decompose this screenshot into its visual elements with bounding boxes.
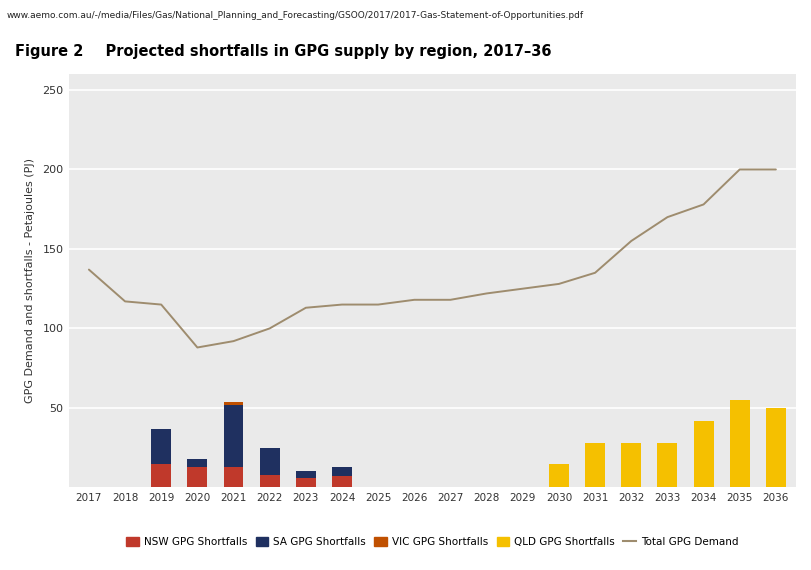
Bar [657, 443, 676, 487]
Bar [548, 463, 569, 487]
Bar [765, 408, 785, 487]
Bar [620, 443, 641, 487]
Text: www.aemo.com.au/-/media/Files/Gas/National_Planning_and_Forecasting/GSOO/2017/20: www.aemo.com.au/-/media/Files/Gas/Nation… [6, 11, 583, 20]
Bar [187, 467, 207, 487]
Bar [585, 443, 604, 487]
Bar [151, 463, 171, 487]
Bar [187, 459, 207, 467]
Y-axis label: GPG Demand and shortfalls - Petajoules (PJ): GPG Demand and shortfalls - Petajoules (… [25, 158, 36, 403]
Text: Figure 2: Figure 2 [15, 44, 83, 59]
Text: Projected shortfalls in GPG supply by region, 2017–36: Projected shortfalls in GPG supply by re… [85, 44, 551, 59]
Bar [260, 447, 279, 475]
Legend: NSW GPG Shortfalls, SA GPG Shortfalls, VIC GPG Shortfalls, QLD GPG Shortfalls, T: NSW GPG Shortfalls, SA GPG Shortfalls, V… [122, 534, 741, 550]
Bar [332, 467, 351, 476]
Bar [332, 476, 351, 487]
Bar [151, 429, 171, 463]
Bar [693, 421, 713, 487]
Bar [729, 400, 749, 487]
Bar [223, 405, 243, 467]
Bar [295, 478, 315, 487]
Bar [295, 471, 315, 478]
Bar [260, 475, 279, 487]
Bar [223, 401, 243, 405]
Bar [223, 467, 243, 487]
